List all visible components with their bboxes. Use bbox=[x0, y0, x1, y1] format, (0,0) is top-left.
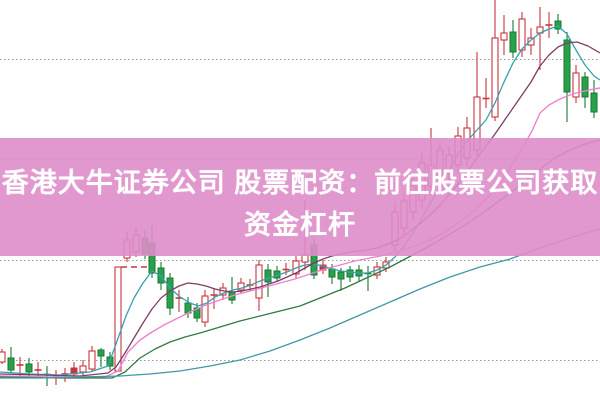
ma-long-teal bbox=[0, 228, 600, 379]
promo-text-line1: 香港大牛证券公司 股票配资：前往股票公司获取 bbox=[1, 168, 599, 198]
ma-fast-teal bbox=[0, 25, 600, 376]
ma-lines bbox=[0, 25, 600, 379]
ma-magenta bbox=[0, 87, 600, 378]
promo-banner[interactable]: 香港大牛证券公司 股票配资：前往股票公司获取 资金杠杆 bbox=[0, 138, 600, 256]
promo-text-line2: 资金杠杆 bbox=[244, 210, 356, 240]
